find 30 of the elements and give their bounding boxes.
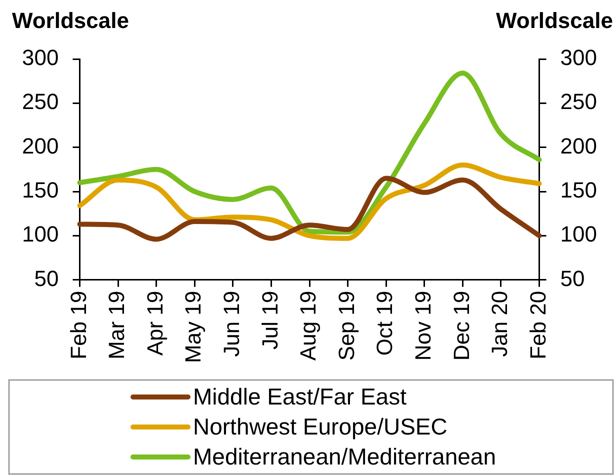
x-tick-label: Apr 19	[142, 290, 168, 356]
x-tick-label: Feb 20	[525, 290, 550, 360]
y-tick-label: 50	[34, 266, 59, 291]
x-tick-label: Jun 19	[218, 290, 244, 357]
y-tick-label: 300	[22, 45, 59, 70]
y2-tick-label: 50	[560, 266, 585, 291]
y2-tick-label: 150	[560, 178, 598, 203]
y2-tick-label: 250	[560, 89, 598, 114]
legend-label: Middle East/Far East	[193, 383, 408, 410]
y-tick-label: 200	[22, 133, 59, 158]
y2-tick-label: 300	[560, 45, 598, 70]
y-tick-label: 250	[22, 89, 59, 114]
y2-axis-title: Worldscale	[496, 8, 613, 34]
y-tick-label: 150	[22, 178, 59, 203]
x-tick-label: Nov 19	[410, 290, 436, 361]
x-tick-label: Jul 19	[257, 290, 282, 350]
legend-label: Northwest Europe/USEC	[193, 413, 448, 440]
x-tick-label: Mar 19	[104, 290, 130, 360]
x-tick-label: Sep 19	[334, 290, 359, 361]
y2-tick-label: 100	[560, 222, 598, 247]
x-tick-label: Oct 19	[372, 290, 398, 356]
y-axis-title: Worldscale	[12, 8, 129, 34]
y2-tick-label: 200	[560, 133, 598, 158]
x-tick-label: Aug 19	[296, 290, 321, 361]
y-tick-label: 100	[22, 222, 59, 247]
x-tick-label: Jan 20	[487, 290, 512, 357]
x-tick-label: Feb 19	[66, 290, 91, 360]
x-tick-label: May 19	[180, 290, 206, 364]
x-tick-label: Dec 19	[448, 290, 474, 361]
legend-label: Mediterranean/Mediterranean	[193, 443, 496, 470]
